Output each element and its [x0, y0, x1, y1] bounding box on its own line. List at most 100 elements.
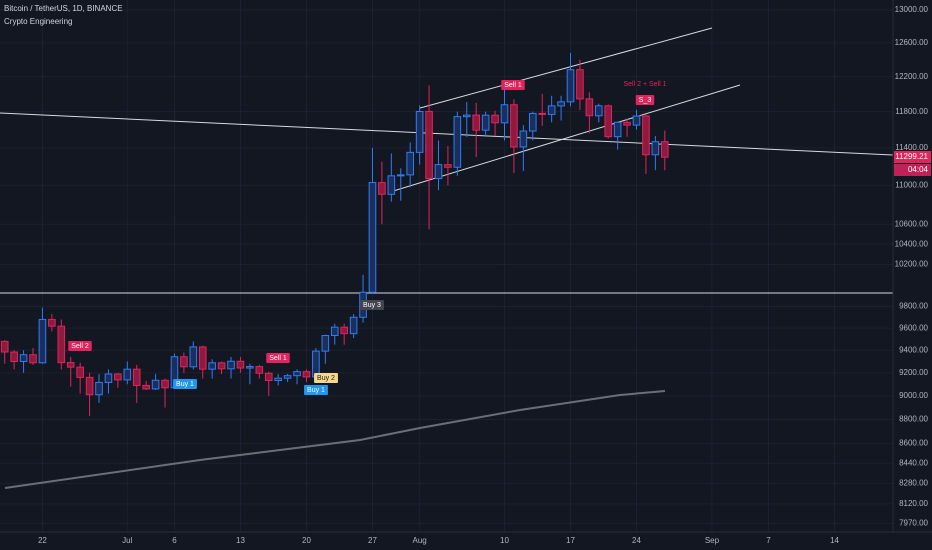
candle-body	[161, 379, 169, 389]
candle-body	[114, 373, 122, 381]
x-tick-label: 20	[302, 536, 311, 545]
x-tick-label: 27	[368, 536, 377, 545]
candle-body	[283, 375, 292, 379]
candle-body	[594, 105, 603, 117]
x-tick-label: Sep	[705, 536, 720, 545]
candle-body	[415, 110, 424, 153]
candle-body	[349, 316, 358, 335]
y-tick-label: 9000.00	[899, 391, 928, 400]
candle-body	[95, 381, 103, 396]
y-tick-label: 8600.00	[899, 439, 928, 448]
candle-body	[368, 182, 377, 293]
candle-body	[623, 121, 631, 126]
annotation: Sell 2 + Sell 1	[624, 81, 667, 88]
x-tick-label: 17	[566, 536, 575, 545]
x-tick-label: 10	[500, 536, 509, 545]
candle-body	[302, 371, 311, 378]
candle-body	[500, 104, 509, 124]
candle-body	[613, 121, 622, 138]
candle-body	[491, 114, 499, 124]
y-tick-label: 11800.00	[895, 107, 928, 116]
y-tick-label: 9200.00	[899, 368, 928, 377]
annotation: Buy 1	[176, 381, 194, 388]
candle-body	[57, 325, 66, 364]
candle-body	[0, 340, 9, 353]
x-tick-label: 14	[830, 536, 839, 545]
y-tick-label: 8440.00	[899, 458, 928, 467]
y-tick-label: 10400.00	[895, 239, 929, 248]
annotations: Sell 2 Buy 1 Sell 1 Buy 2 Buy 1 Buy 3 Sell 1 Se…	[68, 80, 667, 395]
candle-body	[330, 326, 339, 337]
candle-body	[481, 114, 490, 131]
y-tick-label: 7970.00	[899, 519, 928, 528]
candle-body	[246, 366, 254, 369]
candle-body	[198, 346, 207, 370]
x-tick-label: 22	[38, 536, 47, 545]
channel-lower	[389, 84, 741, 193]
x-tick-label: Aug	[413, 536, 427, 545]
candle-body	[66, 362, 75, 368]
candle-body	[378, 182, 386, 195]
candle-body	[180, 356, 188, 368]
candle-body	[406, 151, 414, 176]
grid	[0, 0, 893, 532]
candle-body	[132, 368, 141, 386]
annotation: Buy 1	[307, 387, 325, 394]
moving-average	[4, 390, 666, 489]
x-tick-label: 24	[632, 536, 641, 545]
candle-body	[462, 114, 471, 118]
candle-body	[85, 376, 94, 396]
candle-body	[632, 115, 641, 126]
candle-body	[472, 114, 481, 131]
candle-body	[227, 360, 235, 370]
candle-body	[293, 371, 301, 377]
x-tick-label: Jul	[122, 536, 132, 545]
x-tick-label: 7	[766, 536, 771, 545]
candle-body	[189, 346, 198, 368]
annotation: Sell 1	[269, 355, 287, 362]
annotation-bg	[314, 373, 338, 383]
y-tick-label: 11000.00	[895, 180, 928, 189]
x-tick-label: 13	[236, 536, 245, 545]
annotation: Buy 3	[363, 302, 381, 309]
candle-body	[48, 318, 56, 327]
candle-body	[519, 130, 528, 148]
candle-body	[255, 366, 264, 374]
annotation-bg	[635, 95, 655, 105]
candle-body	[585, 98, 594, 117]
candle-body	[538, 112, 547, 115]
candle-body	[528, 112, 537, 132]
candle-body	[123, 368, 132, 381]
chart-title: Bitcoin / TetherUS, 1D, BINANCE	[4, 4, 123, 13]
candle-body	[264, 372, 273, 381]
candle-body	[274, 377, 282, 381]
annotation-bg	[501, 80, 525, 90]
annotation-bg	[68, 341, 92, 351]
y-tick-label: 8800.00	[899, 415, 928, 424]
candle-body	[236, 360, 245, 369]
countdown: 04:04	[908, 165, 929, 174]
price-label-bg	[894, 151, 931, 163]
annotation: S_3	[639, 97, 652, 104]
candles	[0, 52, 669, 416]
y-tick-label: 8120.00	[899, 499, 928, 508]
candle-body	[19, 354, 28, 362]
candle-body	[453, 116, 462, 168]
channel-upper	[419, 27, 713, 109]
candle-body	[557, 101, 565, 107]
annotation-bg	[360, 300, 384, 310]
candle-body	[151, 379, 160, 390]
x-tick-label: 6	[172, 536, 177, 545]
annotation-bg	[173, 379, 197, 389]
candle-body	[340, 326, 348, 335]
candle-body	[387, 175, 396, 195]
candle-body	[396, 174, 405, 177]
y-tick-label: 13000.00	[895, 5, 929, 14]
candle-body	[217, 362, 226, 370]
candle-body	[576, 69, 584, 100]
candle-body	[510, 104, 518, 148]
candle-body	[76, 366, 84, 378]
candle-body	[604, 105, 613, 138]
candle-body	[566, 69, 575, 103]
